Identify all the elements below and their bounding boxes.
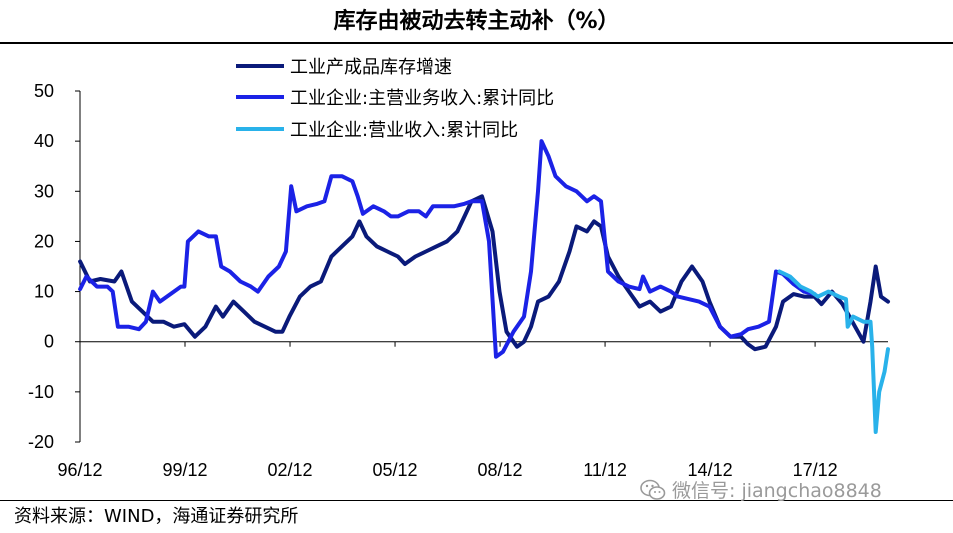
y-tick-label: -10 <box>28 382 54 402</box>
series-line-1 <box>78 194 890 352</box>
x-tick-label: 08/12 <box>478 460 523 480</box>
legend-label-3: 工业企业:营业收入:累计同比 <box>290 120 518 141</box>
x-tick-label: 96/12 <box>57 460 102 480</box>
chart-title: 库存由被动去转主动补（%） <box>333 9 620 34</box>
wechat-icon <box>640 479 666 500</box>
y-tick-label: 20 <box>34 231 54 251</box>
x-tick-label: 17/12 <box>793 460 838 480</box>
series-line-3 <box>777 269 890 434</box>
y-tick-label: -20 <box>28 432 54 452</box>
series-line-2 <box>78 139 817 359</box>
watermark-text: 微信号: jiangchao8848 <box>672 480 882 502</box>
y-tick-label: 30 <box>34 181 54 201</box>
title-divider <box>0 42 953 44</box>
legend-label-2: 工业企业:主营业务收入:累计同比 <box>290 88 554 109</box>
series-lines <box>78 139 890 434</box>
y-tick-label: 10 <box>34 282 54 302</box>
source-divider <box>0 500 953 501</box>
y-tick-label: 0 <box>44 332 54 352</box>
x-axis-ticks: 96/12 99/12 02/12 05/12 08/12 11/12 14/12 17/12 <box>57 341 838 480</box>
axes <box>79 91 888 442</box>
source-note: 资料来源：WIND，海通证券研究所 <box>14 506 299 527</box>
x-tick-label: 99/12 <box>162 460 207 480</box>
x-tick-label: 02/12 <box>268 460 313 480</box>
x-tick-label: 14/12 <box>688 460 733 480</box>
x-tick-label: 05/12 <box>373 460 418 480</box>
legend-label-1: 工业产成品库存增速 <box>290 57 452 78</box>
wechat-watermark: 微信号: jiangchao8848 <box>640 478 882 504</box>
y-tick-label: 40 <box>34 131 54 151</box>
x-tick-label: 11/12 <box>583 460 627 480</box>
y-axis-ticks: -20 -10 0 10 20 30 40 50 <box>28 81 80 452</box>
y-tick-label: 50 <box>34 81 54 101</box>
